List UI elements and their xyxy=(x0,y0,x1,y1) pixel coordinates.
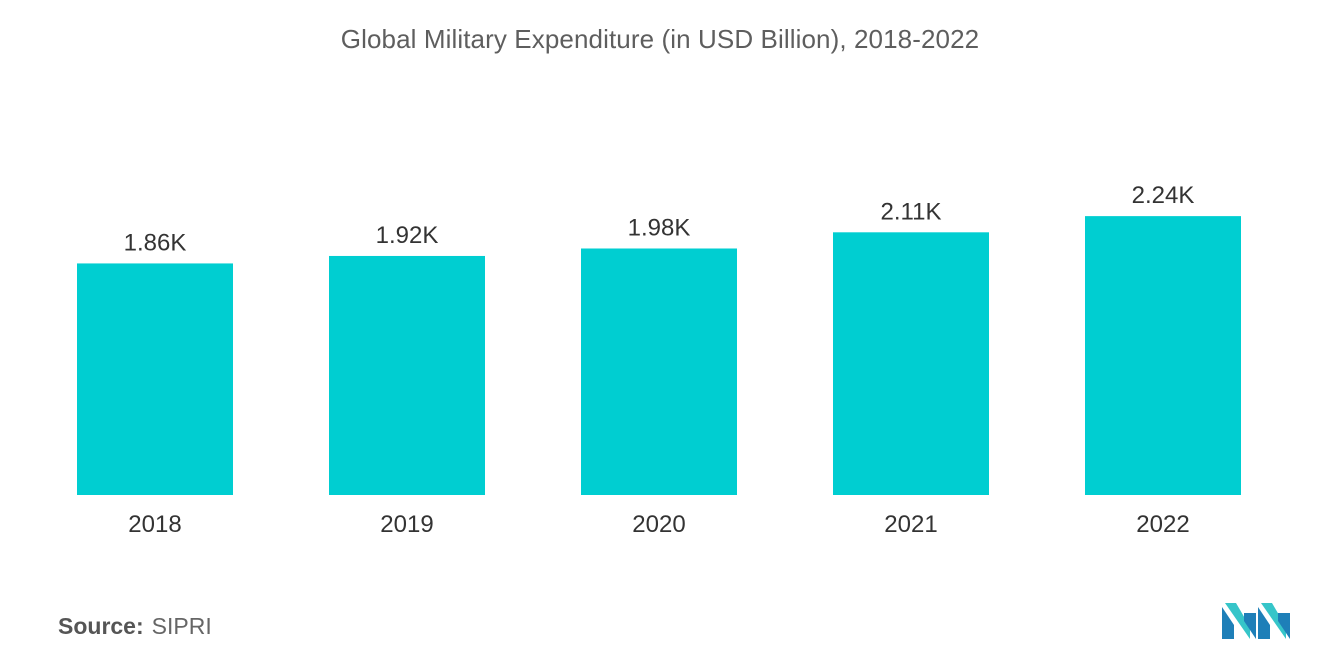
chart-title: Global Military Expenditure (in USD Bill… xyxy=(340,24,980,54)
bar-2018 xyxy=(77,263,233,495)
bar-2020 xyxy=(581,248,737,495)
data-label-2020: 1.98K xyxy=(628,214,691,241)
data-label-2021: 2.11K xyxy=(881,198,942,225)
data-label-2018: 1.86K xyxy=(124,229,187,256)
bar-chart: 1.86K 2018 1.92K 2019 1.98K 2020 2.11K 2021 2.24… xyxy=(77,182,1241,538)
x-tick-label-2021: 2021 xyxy=(884,511,937,538)
x-tick-label-2018: 2018 xyxy=(128,511,181,538)
x-tick-label-2022: 2022 xyxy=(1136,511,1189,538)
bar-2022 xyxy=(1085,216,1241,495)
bar-2019 xyxy=(329,255,485,495)
source-value: SIPRI xyxy=(151,613,212,639)
data-label-2019: 1.92K xyxy=(376,222,439,249)
bar-2021 xyxy=(833,232,989,495)
mordor-intelligence-logo-icon xyxy=(1222,603,1290,639)
x-tick-label-2019: 2019 xyxy=(380,511,433,538)
x-tick-label-2020: 2020 xyxy=(632,511,685,538)
source-prefix: Source: xyxy=(58,613,144,639)
source-note: Source: SIPRI xyxy=(58,613,212,640)
data-label-2022: 2.24K xyxy=(1132,182,1195,209)
